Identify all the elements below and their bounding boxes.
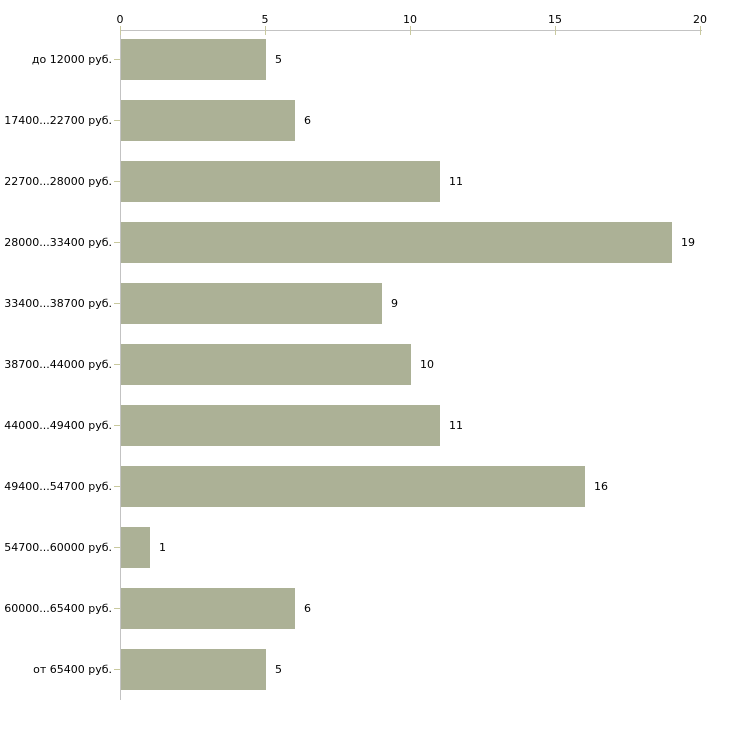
category-label: от 65400 руб. [33,663,112,676]
x-axis-tick-label: 10 [403,13,417,26]
y-axis-line [120,30,121,700]
category-tick [114,669,120,670]
category-tick [114,181,120,182]
category-tick [114,242,120,243]
category-tick [114,303,120,304]
category-label: 22700...28000 руб. [4,175,112,188]
bar [121,527,150,568]
bar-value-label: 1 [159,541,166,554]
bar [121,100,295,141]
bar [121,466,585,507]
category-label: 28000...33400 руб. [4,236,112,249]
category-tick [114,425,120,426]
bar-value-label: 19 [681,236,695,249]
x-axis-tick-label: 20 [693,13,707,26]
category-tick [114,486,120,487]
category-label: 44000...49400 руб. [4,419,112,432]
category-tick [114,120,120,121]
category-tick [114,364,120,365]
x-axis-tick [265,26,266,35]
bar-value-label: 10 [420,358,434,371]
x-axis-tick [700,26,701,35]
bar-value-label: 5 [275,663,282,676]
bar-value-label: 5 [275,53,282,66]
bar [121,222,672,263]
category-label: до 12000 руб. [31,53,112,66]
category-tick [114,547,120,548]
x-axis-tick [555,26,556,35]
x-axis-tick [410,26,411,35]
category-label: 60000...65400 руб. [4,602,112,615]
bar-value-label: 11 [449,175,463,188]
bar [121,405,440,446]
bar-value-label: 6 [304,602,311,615]
category-label: 54700...60000 руб. [4,541,112,554]
x-axis-tick-label: 5 [261,13,269,26]
category-label: 38700...44000 руб. [4,358,112,371]
x-axis-tick-label: 15 [548,13,562,26]
x-axis-tick-label: 0 [116,13,124,26]
bar [121,588,295,629]
x-axis-tick [120,26,121,35]
bar-value-label: 11 [449,419,463,432]
bar [121,649,266,690]
bar-value-label: 6 [304,114,311,127]
category-label: 49400...54700 руб. [4,480,112,493]
category-tick [114,59,120,60]
category-tick [114,608,120,609]
x-axis-line [120,30,702,31]
bar [121,283,382,324]
bar-value-label: 16 [594,480,608,493]
category-label: 33400...38700 руб. [4,297,112,310]
bar [121,344,411,385]
category-label: 17400...22700 руб. [4,114,112,127]
bar [121,161,440,202]
bar [121,39,266,80]
bar-value-label: 9 [391,297,398,310]
